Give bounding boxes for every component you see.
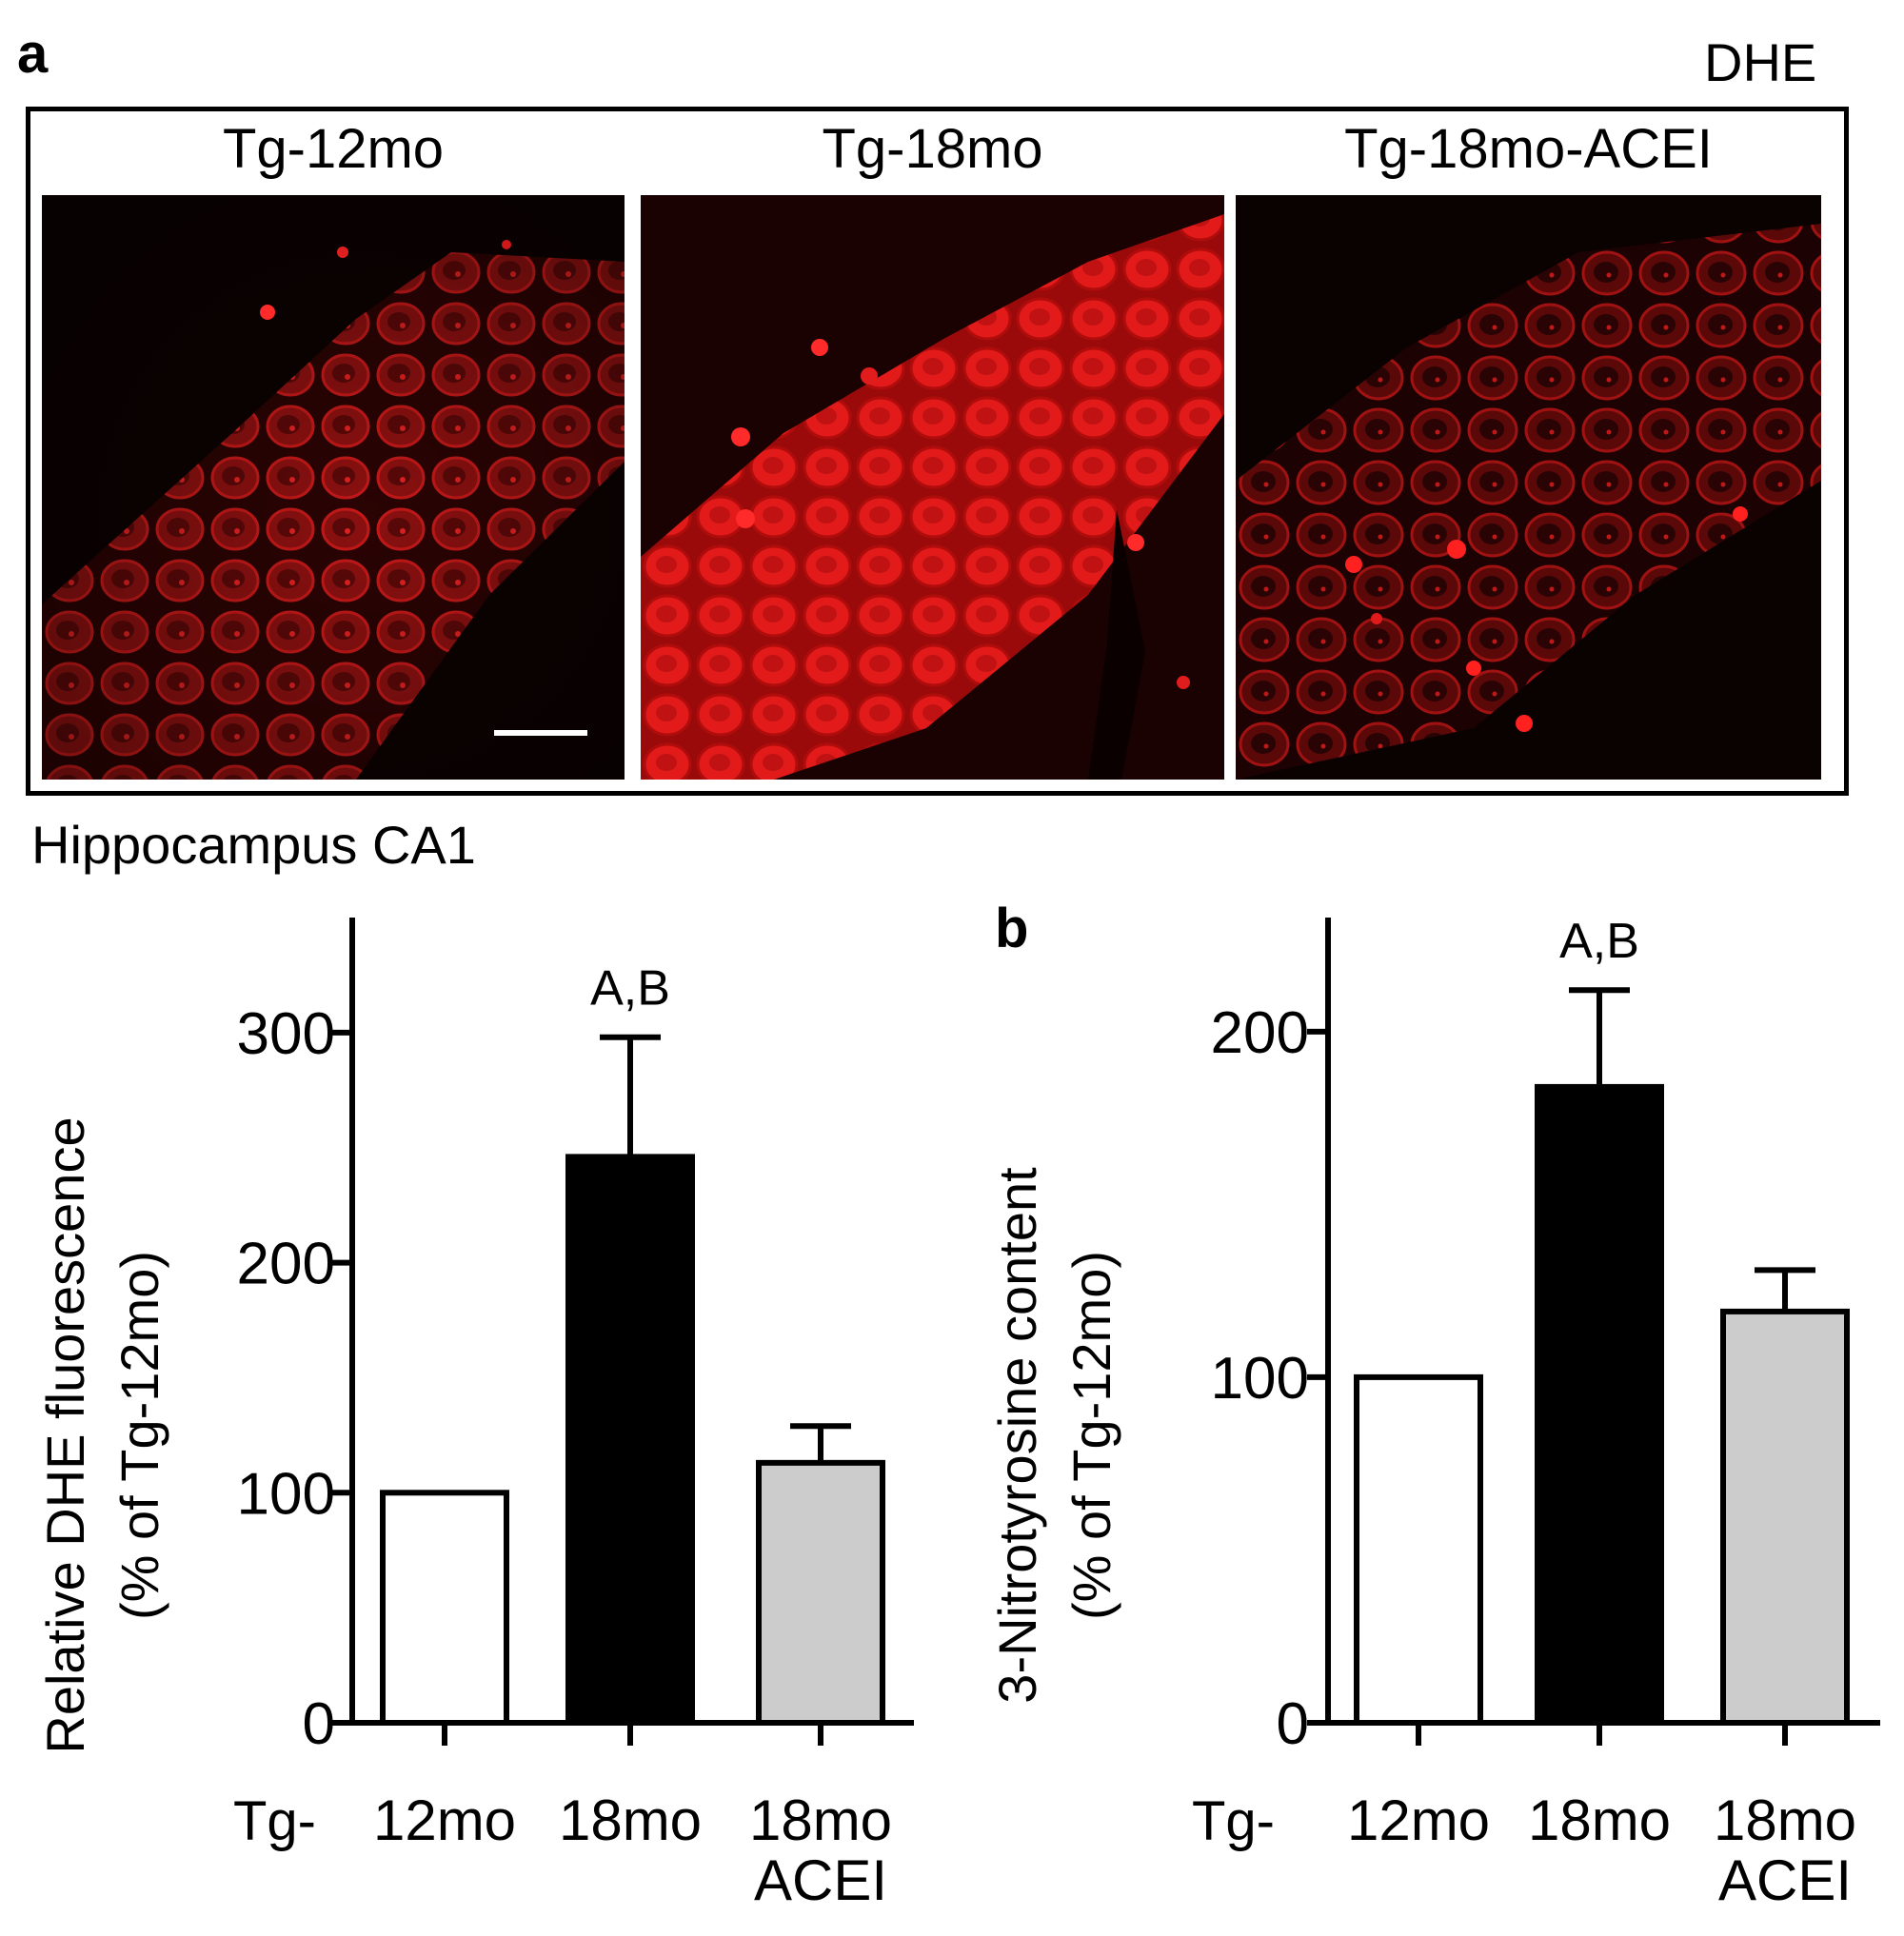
x-tick-label-line2: ACEI	[754, 1848, 887, 1912]
y-tick-label: 0	[303, 1691, 335, 1757]
significance-annotation: A,B	[1559, 914, 1639, 969]
image-title-2: Tg-18mo	[822, 118, 1043, 180]
y-tick-label: 300	[237, 1001, 335, 1067]
y-axis-label-line2: (% of Tg-12mo)	[1061, 1251, 1121, 1620]
x-tick-label: 12mo	[373, 1788, 516, 1852]
y-axis-label-line1: 3-Nitrotyrosine content	[987, 1167, 1047, 1704]
bar	[1720, 1308, 1850, 1726]
x-tick-label-line2: ACEI	[1718, 1848, 1852, 1912]
bar	[565, 1154, 695, 1726]
panel-a-letter: a	[17, 23, 49, 85]
stain-label: DHE	[1704, 32, 1817, 92]
x-tick-label: 18mo	[749, 1788, 892, 1852]
bar	[756, 1459, 885, 1726]
y-tick-label: 200	[237, 1232, 335, 1297]
y-tick-label: 0	[1277, 1691, 1309, 1757]
micrograph-tg-18mo	[641, 195, 1224, 780]
scale-bar	[494, 730, 587, 736]
panel-b-letter: b	[995, 898, 1029, 959]
image-title-1: Tg-12mo	[222, 118, 445, 180]
bar	[1354, 1373, 1483, 1726]
x-prefix-label: Tg-	[1192, 1790, 1275, 1852]
bar	[380, 1490, 509, 1726]
x-tick-label: 12mo	[1347, 1788, 1490, 1852]
region-label: Hippocampus CA1	[31, 815, 476, 875]
chart-3-nitrotyrosine: 3-Nitrotyrosine content (% of Tg-12mo) 0…	[987, 914, 1880, 1912]
x-tick-label: 18mo	[559, 1788, 702, 1852]
micrograph-tg-12mo	[42, 195, 625, 780]
significance-annotation: A,B	[590, 961, 670, 1017]
bar	[1535, 1083, 1664, 1726]
microscopy-frame	[26, 107, 1849, 796]
y-axis-label-line1: Relative DHE fluorescence	[35, 1116, 95, 1753]
image-title-3: Tg-18mo-ACEI	[1344, 118, 1713, 180]
y-tick-label: 200	[1211, 1000, 1309, 1066]
y-tick-label: 100	[237, 1461, 335, 1527]
micrograph-tg-18mo-acei	[1236, 195, 1821, 780]
y-axis-label-line2: (% of Tg-12mo)	[109, 1251, 169, 1620]
chart-dhe-fluorescence: Relative DHE fluorescence (% of Tg-12mo)…	[35, 918, 914, 1912]
y-tick-label: 100	[1211, 1346, 1309, 1412]
x-tick-label: 18mo	[1714, 1788, 1856, 1852]
x-tick-label: 18mo	[1528, 1788, 1671, 1852]
x-prefix-label: Tg-	[233, 1790, 316, 1852]
